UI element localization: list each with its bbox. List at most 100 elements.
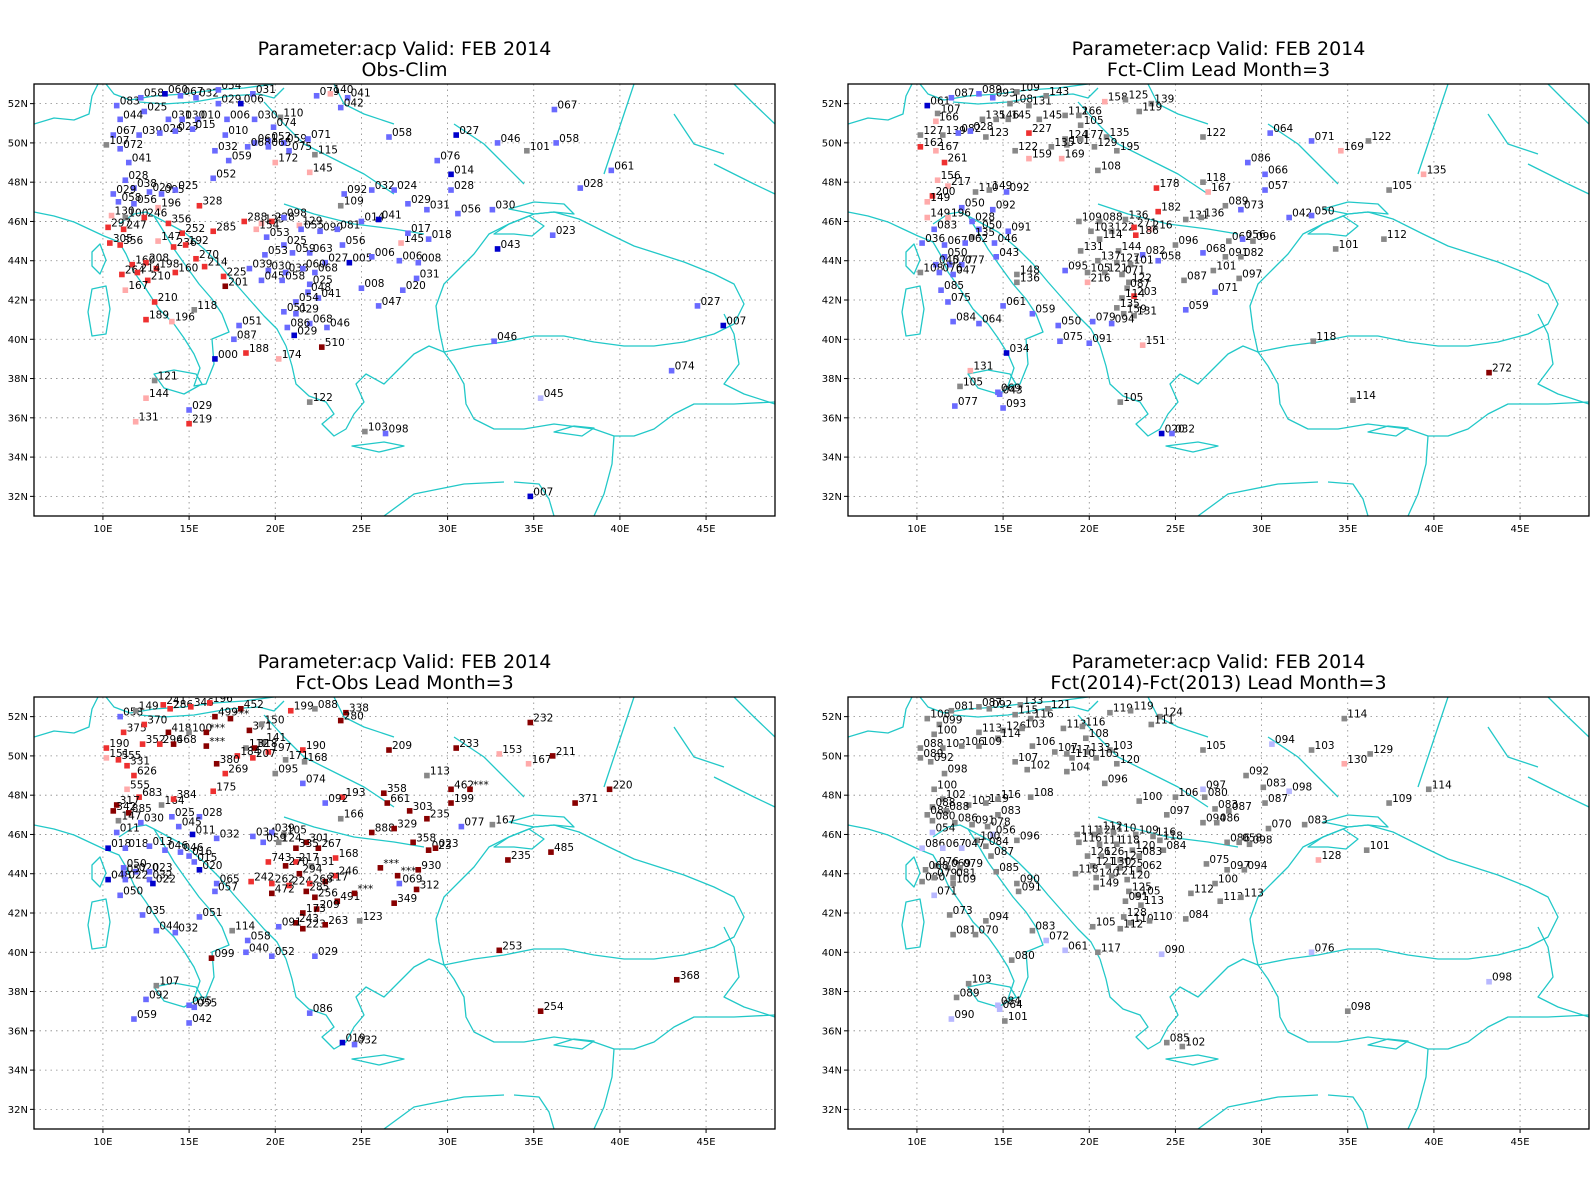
station-marker bbox=[265, 138, 272, 144]
station-value: 056 bbox=[137, 194, 157, 206]
station-value: 190 bbox=[306, 740, 326, 752]
station-value: 122 bbox=[1132, 272, 1152, 284]
station-marker bbox=[1096, 841, 1103, 848]
station-marker bbox=[1012, 759, 1018, 765]
station-value: 006 bbox=[402, 251, 422, 263]
station-marker bbox=[262, 252, 268, 258]
station-value: 301 bbox=[309, 832, 329, 844]
lon-tick-label: 15E bbox=[994, 1137, 1013, 1148]
station-marker bbox=[1286, 214, 1292, 221]
station-marker bbox=[1236, 839, 1242, 846]
station-marker bbox=[244, 144, 251, 150]
station-marker bbox=[224, 116, 230, 123]
station-marker bbox=[934, 110, 941, 117]
station-value: *** bbox=[383, 858, 399, 870]
station-value: 149 bbox=[139, 701, 159, 713]
station-value: 555 bbox=[121, 750, 141, 762]
station-marker bbox=[1093, 884, 1099, 891]
station-value: 058 bbox=[1242, 832, 1262, 844]
station-marker bbox=[144, 277, 151, 284]
station-value: 188 bbox=[249, 343, 269, 355]
station-marker bbox=[131, 1016, 137, 1022]
station-marker bbox=[113, 102, 120, 109]
station-marker bbox=[976, 91, 982, 97]
lat-tick-label: 38N bbox=[822, 987, 842, 998]
gridlines bbox=[34, 697, 775, 1129]
station-marker bbox=[167, 705, 173, 712]
station-value: 368 bbox=[680, 970, 700, 982]
station-marker bbox=[1108, 872, 1115, 879]
station-value: 285 bbox=[216, 221, 236, 233]
station-marker bbox=[1119, 295, 1125, 301]
station-marker bbox=[158, 191, 165, 197]
station-marker bbox=[222, 283, 229, 290]
station-marker bbox=[169, 318, 175, 325]
station-marker bbox=[1132, 232, 1139, 238]
station-value: 256 bbox=[318, 887, 338, 899]
station-marker bbox=[1014, 271, 1020, 278]
station-marker bbox=[263, 234, 270, 240]
station-marker bbox=[993, 254, 999, 260]
station-marker bbox=[489, 821, 496, 828]
gridlines bbox=[848, 697, 1589, 1129]
station-marker bbox=[1114, 305, 1120, 311]
station-marker bbox=[1332, 246, 1339, 252]
station-value: 167 bbox=[532, 754, 552, 766]
station-marker bbox=[458, 823, 465, 830]
station-value: 121 bbox=[1108, 263, 1128, 275]
station-marker bbox=[155, 238, 161, 244]
station-marker bbox=[243, 350, 249, 356]
station-marker bbox=[117, 116, 123, 123]
station-marker bbox=[933, 863, 939, 869]
station-marker bbox=[694, 303, 701, 309]
station-value: 203 bbox=[1137, 286, 1157, 298]
station-value: 071 bbox=[1315, 131, 1335, 143]
station-value: 105 bbox=[1141, 885, 1161, 897]
station-value: 131 bbox=[1084, 241, 1104, 253]
station-value: 112 bbox=[1103, 821, 1123, 833]
station-value: 030 bbox=[271, 261, 291, 273]
station-value: 114 bbox=[1432, 779, 1452, 791]
station-marker bbox=[1198, 214, 1205, 221]
station-value: 085 bbox=[944, 280, 964, 292]
station-marker bbox=[1164, 1039, 1170, 1046]
station-marker bbox=[1114, 147, 1120, 154]
station-marker bbox=[337, 104, 344, 111]
station-value: 122 bbox=[1371, 131, 1391, 143]
station-marker bbox=[289, 250, 296, 256]
station-marker bbox=[1244, 159, 1251, 166]
station-value: 253 bbox=[502, 940, 522, 952]
station-marker bbox=[1200, 134, 1206, 140]
station-value: 042 bbox=[1292, 208, 1312, 220]
station-marker bbox=[284, 324, 291, 331]
station-value: 169 bbox=[1065, 149, 1085, 161]
station-marker bbox=[151, 299, 158, 305]
station-value: 102 bbox=[1185, 1037, 1205, 1049]
lon-tick-label: 45E bbox=[697, 1137, 716, 1148]
station-value: 214 bbox=[208, 257, 228, 269]
station-value: 107 bbox=[1058, 742, 1078, 754]
station-value: 661 bbox=[390, 793, 410, 805]
station-marker bbox=[941, 254, 948, 260]
lat-tick-label: 48N bbox=[8, 178, 28, 189]
station-value: 384 bbox=[177, 789, 197, 801]
station-value: 101 bbox=[1008, 1011, 1028, 1023]
station-value: 020 bbox=[139, 862, 159, 874]
station-value: 119 bbox=[1142, 101, 1162, 113]
station-marker bbox=[1005, 116, 1012, 123]
station-marker bbox=[243, 745, 249, 751]
station-value: 370 bbox=[147, 714, 167, 726]
station-value: 207 bbox=[256, 748, 276, 760]
station-marker bbox=[989, 94, 996, 101]
lon-tick-label: 25E bbox=[352, 524, 371, 535]
station-value: 059 bbox=[295, 243, 315, 255]
station-marker bbox=[368, 187, 375, 193]
station-marker bbox=[919, 845, 925, 851]
station-marker bbox=[281, 831, 287, 838]
station-marker bbox=[929, 817, 936, 824]
station-value: 150 bbox=[264, 714, 284, 726]
station-value: 109 bbox=[1020, 82, 1040, 94]
station-value: 089 bbox=[923, 748, 943, 760]
station-marker bbox=[1000, 405, 1006, 411]
